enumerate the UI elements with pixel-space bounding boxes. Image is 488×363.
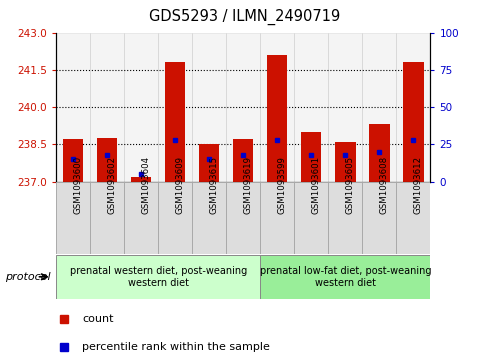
Bar	[395, 33, 429, 182]
Bar	[368, 125, 389, 182]
Bar	[260, 255, 429, 298]
Bar	[327, 182, 362, 254]
Text: GSM1093619: GSM1093619	[243, 156, 252, 214]
Text: prenatal low-fat diet, post-weaning
western diet: prenatal low-fat diet, post-weaning west…	[259, 266, 430, 287]
Text: count: count	[82, 314, 114, 323]
Bar	[226, 33, 260, 182]
Bar	[199, 144, 219, 182]
Text: GSM1093600: GSM1093600	[73, 156, 82, 214]
Bar	[192, 182, 226, 254]
Text: GSM1093602: GSM1093602	[107, 156, 116, 214]
Text: GSM1093605: GSM1093605	[345, 156, 354, 214]
Bar	[301, 132, 321, 182]
Bar	[56, 33, 90, 182]
Bar	[63, 139, 83, 182]
Bar	[192, 33, 226, 182]
Bar	[294, 33, 327, 182]
Bar	[165, 62, 185, 182]
Bar	[158, 182, 192, 254]
Bar	[327, 33, 362, 182]
Bar	[158, 33, 192, 182]
Text: GSM1093612: GSM1093612	[412, 156, 422, 214]
Bar	[226, 182, 260, 254]
Bar	[97, 138, 117, 182]
Text: GSM1093608: GSM1093608	[379, 156, 387, 214]
Text: GSM1093615: GSM1093615	[209, 156, 218, 214]
Bar	[131, 176, 151, 182]
Text: GSM1093604: GSM1093604	[141, 156, 150, 214]
Text: GDS5293 / ILMN_2490719: GDS5293 / ILMN_2490719	[148, 9, 340, 25]
Bar	[56, 182, 90, 254]
Bar	[260, 33, 294, 182]
Bar	[233, 139, 253, 182]
Bar	[260, 182, 294, 254]
Text: GSM1093599: GSM1093599	[277, 156, 285, 214]
Bar	[124, 182, 158, 254]
Bar	[395, 182, 429, 254]
Bar	[90, 182, 124, 254]
Text: GSM1093601: GSM1093601	[311, 156, 320, 214]
Text: percentile rank within the sample: percentile rank within the sample	[82, 342, 270, 352]
Bar	[362, 33, 395, 182]
Text: protocol: protocol	[5, 272, 50, 282]
Bar	[266, 55, 287, 182]
Bar	[294, 182, 327, 254]
Bar	[402, 62, 423, 182]
Bar	[90, 33, 124, 182]
Bar	[334, 142, 355, 182]
Bar	[56, 255, 260, 298]
Text: GSM1093609: GSM1093609	[175, 156, 184, 214]
Bar	[124, 33, 158, 182]
Bar	[362, 182, 395, 254]
Text: prenatal western diet, post-weaning
western diet: prenatal western diet, post-weaning west…	[69, 266, 246, 287]
